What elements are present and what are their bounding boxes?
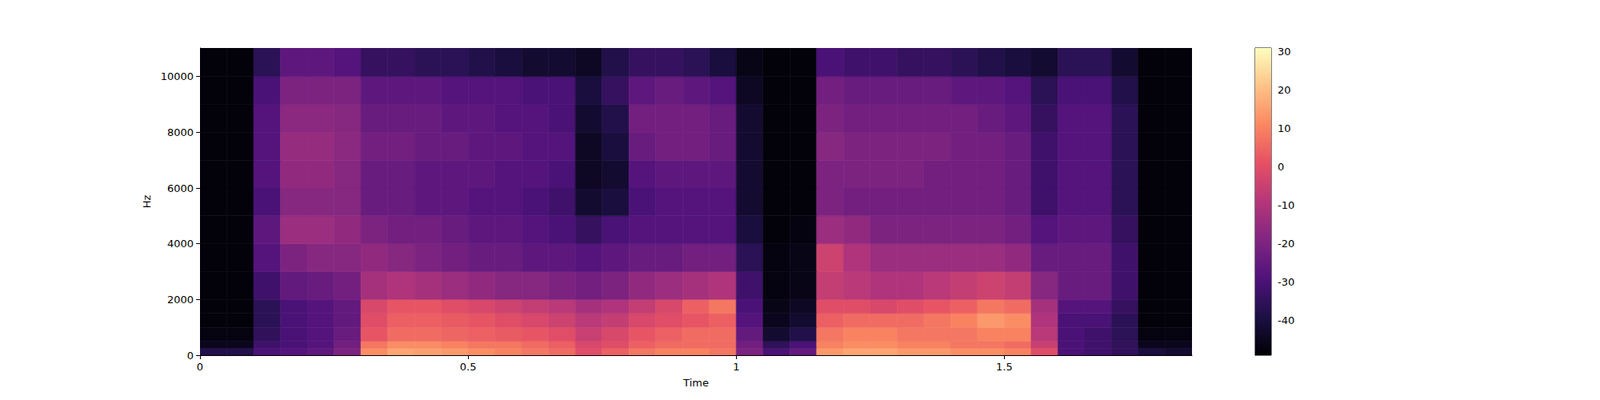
svg-text:1: 1 (732, 360, 740, 373)
svg-text:-30: -30 (1277, 276, 1295, 288)
svg-text:Time: Time (682, 376, 709, 389)
svg-text:4000: 4000 (167, 237, 194, 250)
svg-text:-40: -40 (1277, 314, 1295, 327)
svg-text:0: 0 (196, 360, 204, 373)
svg-text:0: 0 (187, 349, 194, 362)
svg-text:-10: -10 (1277, 199, 1295, 212)
svg-text:20: 20 (1277, 84, 1292, 96)
svg-text:0.5: 0.5 (460, 360, 477, 373)
svg-text:10: 10 (1277, 122, 1292, 135)
svg-text:30: 30 (1277, 45, 1292, 58)
svg-text:1.5: 1.5 (996, 360, 1013, 373)
svg-text:10000: 10000 (160, 70, 194, 83)
svg-text:Hz: Hz (140, 195, 153, 209)
svg-text:0: 0 (1277, 160, 1284, 173)
svg-text:8000: 8000 (167, 126, 194, 139)
svg-text:6000: 6000 (167, 182, 194, 195)
svg-text:-20: -20 (1277, 237, 1295, 250)
svg-text:2000: 2000 (167, 293, 194, 306)
